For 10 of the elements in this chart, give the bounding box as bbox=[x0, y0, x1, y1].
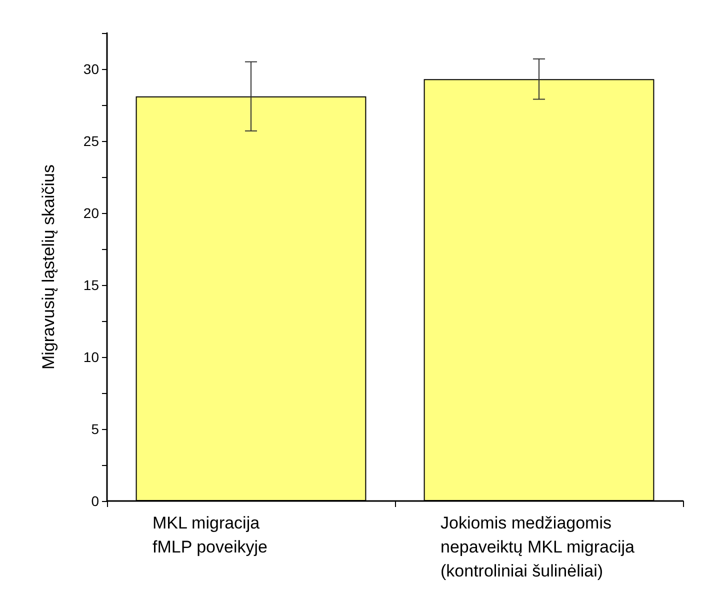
y-axis-title: Migravusių ląstelių skaičius bbox=[39, 164, 58, 370]
y-tick-label: 5 bbox=[91, 421, 100, 437]
y-tick-label: 25 bbox=[83, 133, 100, 149]
y-tick-label: 30 bbox=[83, 61, 100, 77]
x-tick-label: MKL migracija fMLP poveikyje bbox=[152, 514, 268, 556]
y-tick-label: 0 bbox=[91, 493, 100, 509]
x-tick-label: Jokiomis medžiagomis nepaveiktų MKL migracija (kontroliniai šulinėliai) bbox=[440, 514, 636, 580]
y-tick-label: 20 bbox=[83, 205, 100, 221]
y-tick-label: 15 bbox=[83, 277, 100, 293]
y-tick-label: 10 bbox=[83, 349, 100, 365]
